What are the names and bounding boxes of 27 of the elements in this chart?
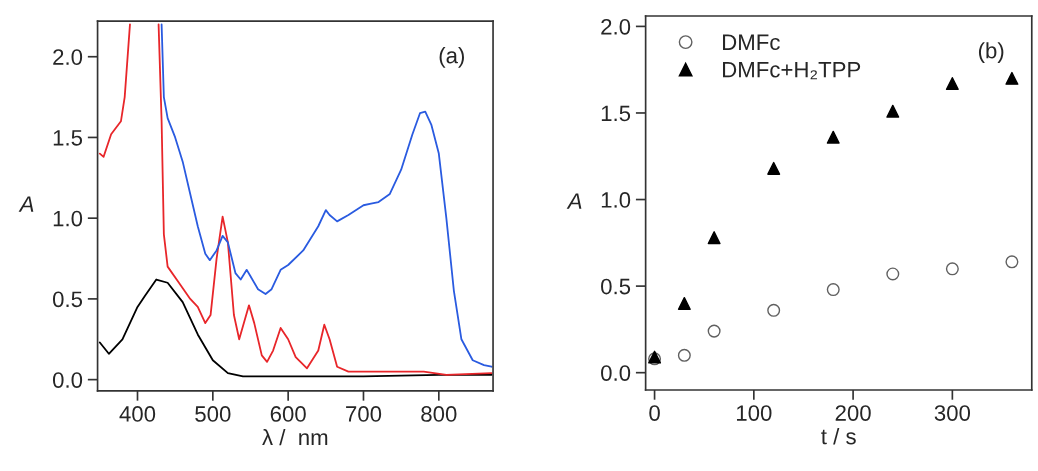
- x-tick-label: 0: [649, 405, 660, 421]
- y-axis-title: A: [18, 196, 34, 212]
- x-tick-label: 200: [835, 405, 871, 421]
- y-tick-label: 2.0: [53, 49, 83, 65]
- y-tick-label: 2.0: [601, 18, 631, 35]
- x-tick-label: 100: [736, 405, 772, 421]
- y-tick-label: 1.5: [601, 105, 631, 122]
- x-tick-label: 700: [346, 406, 382, 422]
- x-tick-label: 800: [421, 406, 457, 422]
- x-tick-label: 300: [934, 405, 971, 421]
- y-tick-label: 0.5: [52, 291, 83, 308]
- annotation: (b): [978, 42, 1004, 63]
- y-tick-label: 1.0: [601, 192, 631, 208]
- x-axis-title: λ / nm: [262, 429, 328, 446]
- y-tick-label: 0.0: [52, 372, 83, 388]
- x-tick-label: 500: [195, 406, 231, 422]
- y-axis-title: A: [566, 193, 582, 209]
- y-tick-label: 1.0: [53, 210, 83, 227]
- x-tick-label: 400: [119, 406, 156, 422]
- x-tick-label: 600: [270, 406, 306, 422]
- legend-label: DMFc+H₂TPP: [723, 61, 861, 80]
- y-tick-label: 0.0: [601, 365, 631, 381]
- y-tick-label: 1.5: [53, 130, 83, 146]
- y-tick-label: 0.5: [601, 278, 631, 295]
- legend-label: DMFc: [723, 34, 780, 51]
- annotation: (a): [439, 47, 464, 68]
- x-axis-title: t / s: [821, 428, 856, 445]
